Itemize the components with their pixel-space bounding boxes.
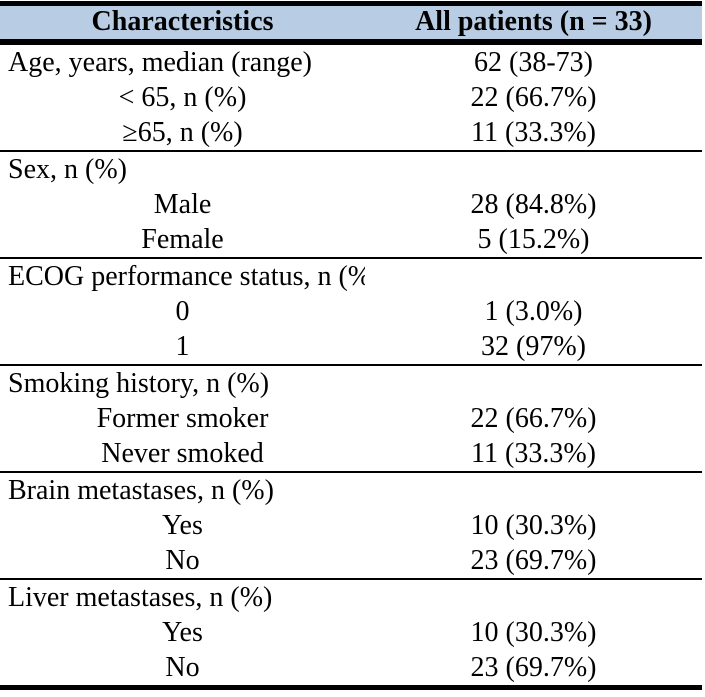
row-label: Liver metastases, n (%) bbox=[0, 577, 366, 615]
table-row-ecog-1: 1 32 (97%) bbox=[0, 329, 702, 365]
row-value bbox=[365, 256, 702, 294]
row-value: 62 (38-73) bbox=[365, 40, 702, 80]
table-row-brain-mets-no: No 23 (69.7%) bbox=[0, 543, 702, 579]
column-header-characteristics: Characteristics bbox=[0, 3, 366, 45]
row-value bbox=[365, 149, 702, 187]
row-label: Smoking history, n (%) bbox=[0, 363, 366, 401]
row-label: Male bbox=[153, 188, 212, 220]
row-value: 23 (69.7%) bbox=[470, 651, 597, 683]
row-label: Yes bbox=[162, 616, 203, 648]
row-label: No bbox=[165, 544, 200, 576]
table-row-age: Age, years, median (range) 62 (38-73) bbox=[0, 40, 702, 80]
row-value: 10 (30.3%) bbox=[470, 509, 597, 541]
row-label: < 65, n (%) bbox=[118, 81, 247, 113]
row-value: 28 (84.8%) bbox=[470, 188, 597, 220]
header-row: Characteristics All patients (n = 33) bbox=[0, 3, 702, 45]
row-value bbox=[365, 363, 702, 401]
row-value: 10 (30.3%) bbox=[470, 616, 597, 648]
table-row-liver-mets-yes: Yes 10 (30.3%) bbox=[0, 615, 702, 650]
row-value: 23 (69.7%) bbox=[470, 544, 597, 576]
table-row-sex: Sex, n (%) bbox=[0, 149, 702, 187]
table-row-liver-mets: Liver metastases, n (%) bbox=[0, 577, 702, 615]
table-row-brain-mets: Brain metastases, n (%) bbox=[0, 470, 702, 508]
table-row-age-ge65: ≥65, n (%) 11 (33.3%) bbox=[0, 115, 702, 151]
row-label: Yes bbox=[162, 509, 203, 541]
row-label: 0 bbox=[175, 295, 190, 327]
row-label: Age, years, median (range) bbox=[0, 40, 366, 80]
table-row-sex-female: Female 5 (15.2%) bbox=[0, 222, 702, 258]
table-row-smoking-former: Former smoker 22 (66.7%) bbox=[0, 401, 702, 436]
table-row-liver-mets-no: No 23 (69.7%) bbox=[0, 650, 702, 688]
column-header-all-patients: All patients (n = 33) bbox=[365, 3, 702, 45]
row-label: No bbox=[165, 651, 200, 683]
row-label: Never smoked bbox=[101, 437, 264, 469]
row-label: 1 bbox=[175, 330, 190, 362]
table-row-sex-male: Male 28 (84.8%) bbox=[0, 187, 702, 222]
table-row-brain-mets-yes: Yes 10 (30.3%) bbox=[0, 508, 702, 543]
table-row-ecog: ECOG performance status, n (%) bbox=[0, 256, 702, 294]
row-value: 22 (66.7%) bbox=[470, 81, 597, 113]
row-label: Former smoker bbox=[96, 402, 269, 434]
row-value: 1 (3.0%) bbox=[484, 295, 583, 327]
row-value: 5 (15.2%) bbox=[477, 223, 590, 255]
row-value: 22 (66.7%) bbox=[470, 402, 597, 434]
table-header: Characteristics All patients (n = 33) bbox=[0, 3, 702, 45]
row-value bbox=[365, 577, 702, 615]
row-label: ECOG performance status, n (%) bbox=[0, 256, 366, 294]
row-value: 32 (97%) bbox=[481, 330, 586, 362]
row-label: Sex, n (%) bbox=[0, 149, 366, 187]
row-value: 11 (33.3%) bbox=[471, 437, 596, 469]
row-label: ≥65, n (%) bbox=[122, 116, 243, 148]
table-body: Age, years, median (range) 62 (38-73) < … bbox=[0, 40, 702, 688]
table-row-age-lt65: < 65, n (%) 22 (66.7%) bbox=[0, 80, 702, 115]
row-value: 11 (33.3%) bbox=[471, 116, 596, 148]
table-row-ecog-0: 0 1 (3.0%) bbox=[0, 294, 702, 329]
row-value bbox=[365, 470, 702, 508]
table-row-smoking-never: Never smoked 11 (33.3%) bbox=[0, 436, 702, 472]
table-row-smoking: Smoking history, n (%) bbox=[0, 363, 702, 401]
row-label: Brain metastases, n (%) bbox=[0, 470, 366, 508]
row-label: Female bbox=[141, 223, 224, 255]
